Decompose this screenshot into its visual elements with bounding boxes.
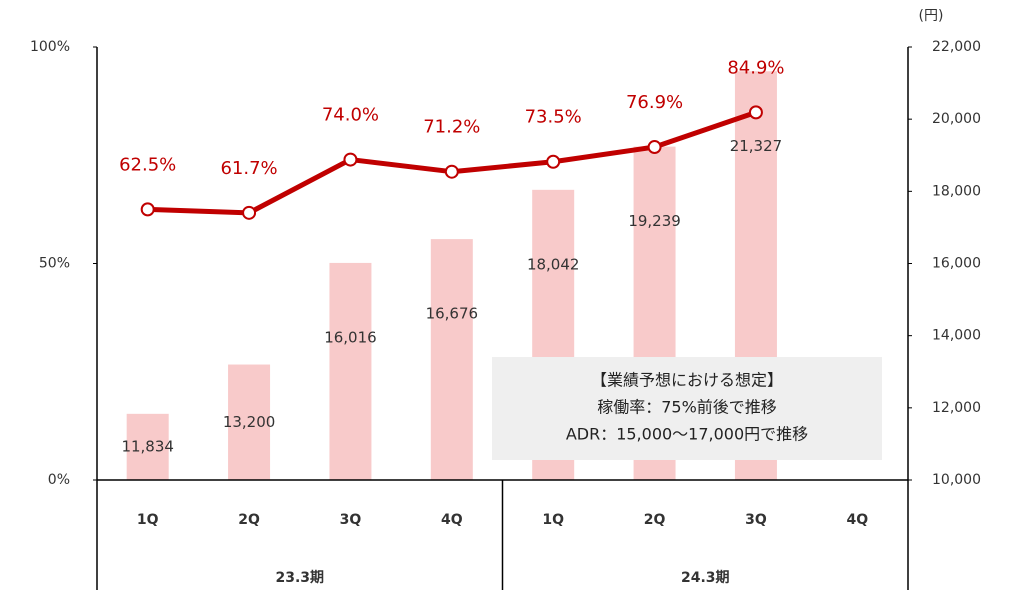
bar <box>228 364 271 480</box>
y-tick-label: 50% <box>39 256 70 272</box>
x-tick-label: 3Q <box>340 512 362 528</box>
line-value-label: 61.7% <box>220 158 277 179</box>
y2-tick-label: 10,000 <box>932 472 981 488</box>
line-value-label: 73.5% <box>525 107 582 128</box>
x-tick-label: 1Q <box>542 512 564 528</box>
y2-axis-label: (円) <box>919 8 944 24</box>
annotation-text: 稼働率：75%前後で推移 <box>597 398 777 417</box>
y2-tick-label: 14,000 <box>932 328 981 344</box>
line-marker <box>343 152 358 167</box>
line-value-label: 62.5% <box>119 154 176 175</box>
bar-value-label: 16,676 <box>426 305 479 323</box>
group-label: 23.3期 <box>275 570 324 586</box>
line-value-label: 76.9% <box>626 92 683 113</box>
y2-tick-label: 16,000 <box>932 256 981 272</box>
bar-value-label: 19,239 <box>628 212 681 230</box>
x-tick-label: 3Q <box>745 512 767 528</box>
x-tick-label: 2Q <box>238 512 260 528</box>
bar-value-label: 13,200 <box>223 413 276 431</box>
y2-tick-label: 22,000 <box>932 39 981 55</box>
bar <box>126 413 169 480</box>
x-tick-label: 4Q <box>441 512 463 528</box>
y2-tick-label: 12,000 <box>932 400 981 416</box>
y2-tick-label: 18,000 <box>932 183 981 199</box>
bar <box>430 239 473 480</box>
line-marker <box>444 164 459 179</box>
line-marker <box>748 105 763 120</box>
annotation-text: ADR：15,000～17,000円で推移 <box>566 425 808 444</box>
line-value-label: 74.0% <box>322 105 379 126</box>
line-marker <box>140 202 155 217</box>
group-label: 24.3期 <box>681 570 730 586</box>
x-tick-label: 4Q <box>846 512 868 528</box>
line-marker <box>647 140 662 155</box>
y-tick-label: 100% <box>30 39 70 55</box>
x-tick-label: 1Q <box>137 512 159 528</box>
bar-value-label: 11,834 <box>121 437 174 455</box>
line-value-label: 84.9% <box>727 57 784 78</box>
line-marker <box>242 205 257 220</box>
bar-value-label: 21,327 <box>730 137 783 155</box>
bar-value-label: 16,016 <box>324 328 377 346</box>
line-marker <box>546 154 561 169</box>
line-value-label: 71.2% <box>423 117 480 138</box>
y-tick-label: 0% <box>48 472 70 488</box>
bar <box>329 262 372 480</box>
annotation-box <box>492 357 882 460</box>
bar-value-label: 18,042 <box>527 255 580 273</box>
y2-tick-label: 20,000 <box>932 111 981 127</box>
annotation-text: 【業績予想における想定】 <box>591 371 783 390</box>
x-tick-label: 2Q <box>644 512 666 528</box>
